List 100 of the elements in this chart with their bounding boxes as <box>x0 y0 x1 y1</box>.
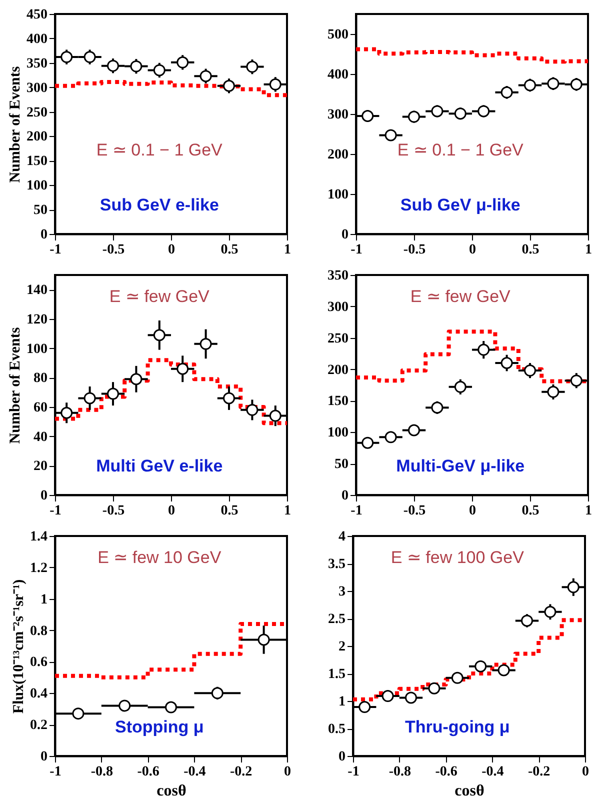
y-axis-title: Number of Events <box>8 66 24 183</box>
x-tick-label: -0.4 <box>482 764 504 780</box>
x-tick-label: -0.5 <box>102 504 125 518</box>
x-tick-label: 0 <box>469 242 476 258</box>
point <box>474 660 487 672</box>
y-tick-label: 4 <box>338 530 346 544</box>
x-tick-label: -0.8 <box>388 764 411 780</box>
point <box>524 79 536 92</box>
point <box>200 70 212 82</box>
point <box>200 338 212 350</box>
y-tick-label: 0 <box>342 228 348 242</box>
y-tick-label: 2 <box>338 640 346 654</box>
y-tick-label: 0.2 <box>30 718 48 734</box>
y-tick-label: 1.4 <box>30 530 48 544</box>
x-tick-label: 0.5 <box>220 242 238 258</box>
point <box>84 51 96 64</box>
point <box>498 664 510 676</box>
point <box>521 614 533 627</box>
point <box>547 78 560 90</box>
annotation: Multi GeV e-like <box>96 456 223 476</box>
annotation: E ≃ few GeV <box>410 287 512 306</box>
y-tick-label: 250 <box>26 105 48 120</box>
annotation: Stopping μ <box>115 717 204 736</box>
point <box>269 410 282 422</box>
y-tick-label: 0 <box>338 750 346 764</box>
y-tick-label: 20 <box>34 459 48 474</box>
y-tick-label: 300 <box>26 80 48 96</box>
x-tick-label: -1 <box>350 242 362 258</box>
x-tick-label: 0 <box>469 504 476 518</box>
point <box>478 105 490 118</box>
x-tick-label: 0 <box>284 764 291 780</box>
x-tick-label: 1 <box>284 504 291 518</box>
x-tick-label: 0.5 <box>522 504 540 518</box>
point <box>384 431 397 444</box>
x-tick-label: -0.5 <box>102 242 125 258</box>
y-tick-label: 0.6 <box>30 655 48 670</box>
x-tick-label: -1 <box>50 504 62 518</box>
y-tick-label: 0 <box>40 488 48 504</box>
y-tick-label: 0 <box>342 488 348 504</box>
point <box>405 692 417 704</box>
x-tick-label: 1 <box>284 242 291 258</box>
x-tick-label: -0.4 <box>184 764 206 780</box>
y-tick-label: 200 <box>328 148 348 162</box>
annotation: E ≃ few 100 GeV <box>390 548 525 567</box>
y-tick-label: 100 <box>328 188 348 202</box>
point <box>500 357 513 369</box>
point <box>130 60 142 72</box>
y-tick-label: 350 <box>26 56 48 72</box>
annotation: E ≃ few GeV <box>109 287 210 306</box>
point <box>165 701 177 714</box>
y-tick-label: 50 <box>334 457 348 472</box>
point <box>246 404 258 416</box>
y-tick-label: 100 <box>328 426 348 441</box>
annotation: E ≃ 0.1 − 1 GeV <box>96 140 224 160</box>
x-tick-label: 0 <box>582 764 589 780</box>
x-tick-label: -0.6 <box>435 764 458 780</box>
y-tick-label: 3 <box>338 584 346 600</box>
x-tick-label: -0.8 <box>90 764 113 780</box>
point <box>570 78 582 90</box>
x-tick-label: -0.5 <box>403 504 426 518</box>
x-tick-label: 0.5 <box>522 242 540 258</box>
point <box>60 406 73 419</box>
point <box>153 329 166 342</box>
y-tick-label: 1 <box>40 592 48 608</box>
y-tick-label: 500 <box>328 28 348 42</box>
point <box>362 110 374 122</box>
point <box>524 364 536 377</box>
point <box>153 64 166 76</box>
x-tick-label: -0.6 <box>137 764 160 780</box>
y-tick-label: 350 <box>328 268 348 284</box>
x-tick-label: -1 <box>348 764 360 780</box>
point <box>362 436 374 449</box>
point <box>107 60 119 72</box>
x-axis-title: cosθ <box>454 782 484 800</box>
point <box>246 60 258 73</box>
point <box>382 690 394 702</box>
y-tick-label: 120 <box>26 312 48 328</box>
y-tick-label: 100 <box>26 342 48 357</box>
x-tick-label: 0 <box>168 242 175 258</box>
y-axis-title: Flux(10⁻¹³cm⁻²s⁻¹sr⁻¹) <box>11 579 27 714</box>
point <box>500 86 513 98</box>
y-tick-label: 200 <box>26 130 48 145</box>
point <box>570 374 582 387</box>
x-tick-label: -0.5 <box>403 242 426 258</box>
point <box>211 687 224 700</box>
y-tick-label: 3.5 <box>328 557 346 572</box>
point <box>408 110 420 123</box>
point <box>223 80 235 92</box>
point <box>431 105 444 118</box>
x-tick-label: -0.2 <box>528 764 550 780</box>
y-tick-label: 2.5 <box>328 612 346 627</box>
y-tick-label: 80 <box>34 371 48 386</box>
point <box>176 56 189 68</box>
x-tick-label: 1 <box>585 242 592 258</box>
y-tick-label: 200 <box>328 362 348 378</box>
point <box>451 672 464 684</box>
y-tick-label: 40 <box>34 430 48 445</box>
x-tick-label: -1 <box>50 764 62 780</box>
annotation: Thru-going μ <box>404 717 510 736</box>
y-tick-label: 250 <box>328 331 348 346</box>
